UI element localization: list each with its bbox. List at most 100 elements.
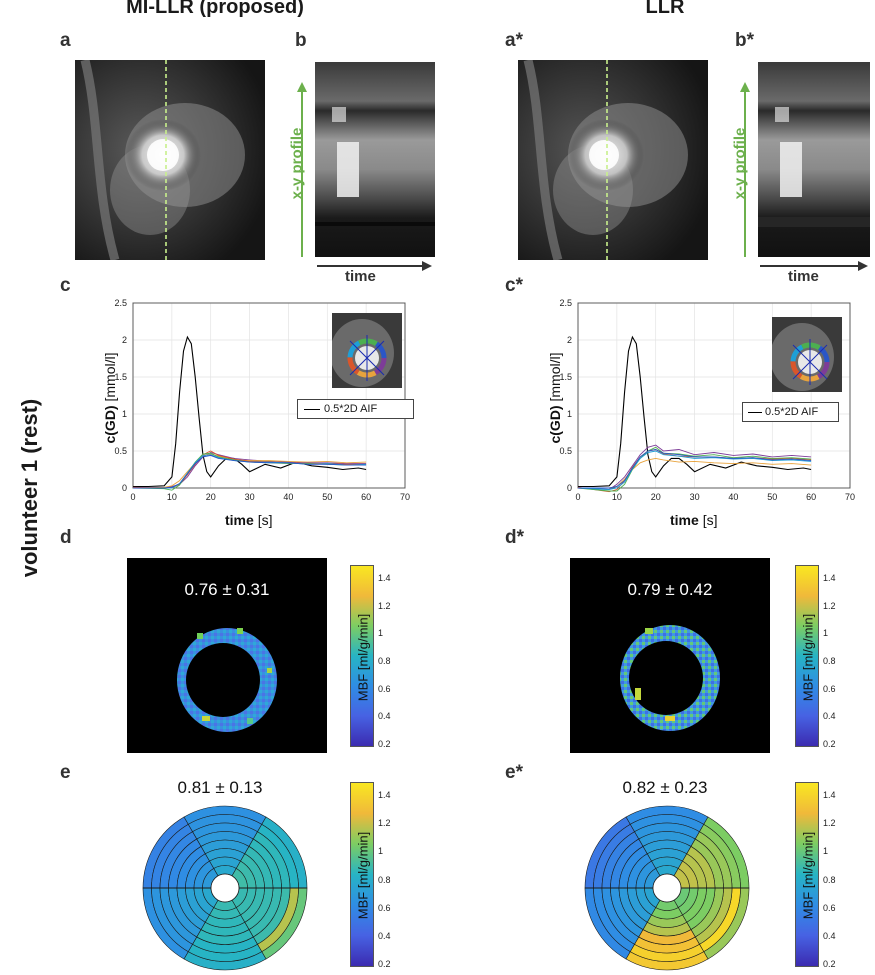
profile-ylabel-right: x-y profile [731,127,749,200]
colorbar-e-right-gradient [795,782,819,967]
colorbar-d-left-tick: 0.2 [378,739,391,749]
ylabel-right: c(GD) [mmol/l] [547,323,563,473]
chart-right-series-aif [578,335,812,488]
chart-right-x-tick: 10 [612,492,622,502]
chart-left-y-tick: 2 [122,335,127,345]
colorbar-d-left-tick: 0.8 [378,655,391,666]
colorbar-d-right-tick: 1.4 [823,572,836,583]
colorbar-d-left-tick: 1 [378,628,384,639]
colorbar-e-left-tick: 1.2 [378,818,391,829]
colorbar-e-right-tick: 0.8 [823,874,836,885]
chart-left-x-tick: 0 [130,492,135,502]
chart-left-y-tick: 1 [122,409,127,419]
chart-left-x-tick: 70 [400,492,410,502]
panel-label-d-star: d* [505,527,524,548]
panel-label-d: d [60,527,72,548]
chart-right-series-segment-2 [578,457,812,489]
chart-right-x-tick: 30 [690,492,700,502]
colorbar-label-d-right: MBF [ml/g/min] [800,613,816,702]
chart-left-y-tick: 0 [122,483,127,493]
colorbar-e-right [795,782,845,967]
chart-right-x-tick: 0 [575,492,580,502]
panel-label-e: e [60,762,71,783]
mri-image-left [75,60,265,260]
xlabel-right-unit: [s] [702,512,718,528]
chart-left-x-tick: 60 [361,492,371,502]
panel-label-e-star: e* [505,762,523,783]
colorbar-e-right-tick: 1.2 [823,818,836,829]
colorbar-d-left-tick: 1.2 [378,600,391,611]
xlabel-right: time [s] [670,512,717,528]
mbf-value-left: 0.76 ± 0.31 [184,580,270,599]
colorbar-d-left-gradient [350,565,374,747]
colorbar-d-left-tick: 0.6 [378,683,391,694]
curve-chart-right: 0 10 20 30 40 50 60 70 0 0.5 1 1.5 2 2.5 0.5*2D AIF [530,295,870,535]
chart-left-frame [132,302,406,489]
chart-left-x-tick: 30 [245,492,255,502]
panel-label-c: c [60,275,71,296]
legend-left: 0.5*2D AIF [297,399,414,419]
chart-left-x-tick: 20 [206,492,216,502]
chart-right-y-tick: 1.5 [559,372,572,382]
ylabel-left: c(GD) [mmol/l] [102,323,118,473]
colorbar-label-e-right: MBF [ml/g/min] [800,831,816,920]
colorbar-d-right [795,565,845,750]
colorbar-e-left-tick: 0.8 [378,874,391,885]
profile-xlabel-left: time [345,268,376,285]
panel-label-c-star: c* [505,275,523,296]
chart-right-x-tick: 50 [767,492,777,502]
panel-label-a: a [60,30,71,51]
colorbar-e-right-tick: 0.6 [823,902,836,913]
profile-xlabel-right: time [788,268,819,285]
bullseye-right [584,805,750,971]
column-title-right: LLR [645,0,685,18]
chart-right-y-tick: 1 [567,409,572,419]
legend-right-label: 0.5*2D AIF [765,406,819,418]
chart-right-series-segment-1 [577,444,812,490]
mri-image-right [518,60,708,260]
colorbar-e-left-gradient [350,782,374,967]
colorbar-e-right-tick: 0.4 [823,930,836,941]
colorbar-e-right-tick: 1 [823,846,829,857]
chart-left-series-segment-2 [132,453,367,489]
colorbar-e-left-tick: 0.4 [378,930,391,941]
xlabel-left-unit: [s] [257,512,273,528]
colorbar-d-right-tick: 0.8 [823,655,836,666]
chart-left-x-tick: 40 [283,492,293,502]
profile-panel-right [728,62,875,287]
colorbar-d-right-tick: 1.2 [823,600,836,611]
chart-left-y-tick: 0.5 [114,446,127,456]
colorbar-d-right-tick: 0.2 [823,739,836,749]
colorbar-d-right-tick: 0.4 [823,711,836,722]
mbf-value-right: 0.79 ± 0.42 [627,580,713,599]
colorbar-label-e-left: MBF [ml/g/min] [355,831,371,920]
chart-right-series-segment-5 [577,450,812,490]
ylabel-right-main: c(GD) [547,405,563,444]
colorbar-e-right-tick: 0.2 [823,959,836,969]
inset-thumbnail-right [770,317,842,392]
colorbar-e-left-tick: 0.2 [378,959,391,969]
xlabel-left-main: time [225,512,254,528]
chart-left-x-tick: 10 [167,492,177,502]
panel-label-b: b [295,30,307,51]
bullseye-value-left: 0.81 ± 0.13 [177,778,263,797]
colorbar-e-right-tick: 1.4 [823,790,836,801]
xlabel-left: time [s] [225,512,272,528]
colorbar-d-right-tick: 0.6 [823,683,836,694]
colorbar-d-left [350,565,400,750]
chart-right-y-tick: 2.5 [559,298,572,308]
colorbar-d-left-tick: 0.4 [378,711,391,722]
chart-right-x-tick: 70 [845,492,855,502]
mbf-map-right: 0.79 ± 0.42 [570,558,770,753]
colorbar-d-right-gradient [795,565,819,747]
xlabel-right-main: time [670,512,699,528]
chart-right-y-tick: 2 [567,335,572,345]
mbf-map-left: 0.76 ± 0.31 [127,558,327,753]
column-title-left: MI-LLR (proposed) [126,0,304,18]
curve-chart-left: 0 10 20 30 40 50 60 70 0 0.5 1 1.5 2 2.5 0.5*2D AIF [85,295,425,535]
ylabel-right-unit: [mmol/l] [547,352,563,402]
chart-left-x-tick: 50 [322,492,332,502]
panel-label-b-star: b* [735,30,754,51]
ylabel-left-main: c(GD) [102,405,118,444]
colorbar-e-left-tick: 0.6 [378,902,391,913]
